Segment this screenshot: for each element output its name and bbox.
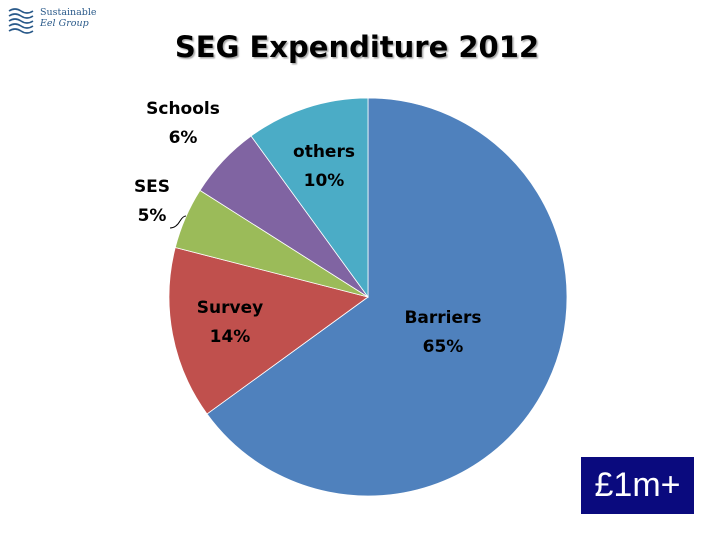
pie-labels: Barriers 65% Survey 14% SES 5% Schools 6% others… [134,99,482,357]
slice-name-barriers: Barriers [404,308,481,328]
slice-percent-others: 10% [304,171,345,191]
logo-text: Sustainable Eel Group [40,7,97,29]
logo: Sustainable Eel Group [6,4,101,36]
pie-slice-others [250,97,369,299]
slice-percent-ses: 5% [138,206,167,226]
slice-percent-barriers: 65% [423,337,464,357]
chart-title: SEG Expenditure 2012 [174,30,540,64]
ses-leader-line [169,215,187,229]
logo-line-2: Eel Group [40,18,89,29]
slice-percent-schools: 6% [169,128,198,148]
wave-logo-icon [8,8,34,34]
slice-name-schools: Schools [146,99,220,119]
budget-badge: £1m+ [581,457,694,514]
pie-slice-barriers [206,97,568,497]
pie-slice-survey [168,247,369,415]
logo-line-1: Sustainable [40,7,97,18]
slice-name-ses: SES [134,177,170,197]
slice-name-others: others [293,142,355,162]
pie-slices [168,97,568,497]
slice-percent-survey: 14% [210,327,251,347]
slice-name-survey: Survey [197,298,263,318]
